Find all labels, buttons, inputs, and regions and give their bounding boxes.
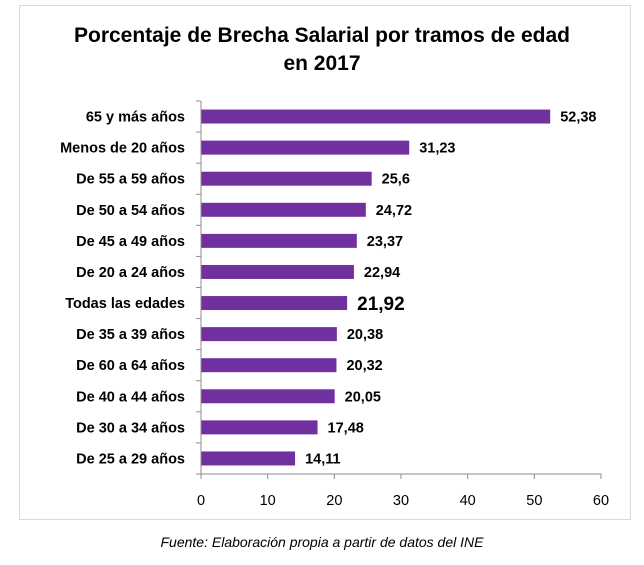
value-label: 23,37 xyxy=(367,234,403,250)
bar xyxy=(201,296,348,311)
bar xyxy=(201,358,337,373)
x-tick-label: 20 xyxy=(326,493,342,509)
value-label: 31,23 xyxy=(419,141,455,157)
value-label: 21,92 xyxy=(357,294,405,315)
x-tick-label: 0 xyxy=(197,493,205,509)
bar xyxy=(201,420,318,435)
value-label: 24,72 xyxy=(376,203,412,219)
bar xyxy=(201,202,366,217)
x-tick-label: 10 xyxy=(260,493,276,509)
category-label: De 20 a 24 años xyxy=(76,265,185,281)
value-label: 20,32 xyxy=(346,358,382,374)
value-label: 20,38 xyxy=(347,327,383,343)
category-label: Todas las edades xyxy=(65,296,185,312)
x-tick-label: 60 xyxy=(593,493,609,509)
value-label: 52,38 xyxy=(560,110,596,126)
category-label: De 45 a 49 años xyxy=(76,234,185,250)
bar xyxy=(201,327,337,342)
value-label: 20,05 xyxy=(345,389,381,405)
source-note: Fuente: Elaboración propia a partir de d… xyxy=(160,534,484,550)
bar xyxy=(201,451,296,466)
category-label: De 55 a 59 años xyxy=(76,172,185,188)
category-label: De 25 a 29 años xyxy=(76,451,185,467)
category-label: 65 y más años xyxy=(86,110,185,126)
x-tick-label: 30 xyxy=(393,493,409,509)
bar xyxy=(201,140,410,155)
chart-title-line2: en 2017 xyxy=(283,52,361,75)
chart-title-line1: Porcentaje de Brecha Salarial por tramos… xyxy=(73,24,571,47)
bar xyxy=(201,389,335,404)
bar xyxy=(201,109,551,124)
x-tick-label: 50 xyxy=(526,493,542,509)
category-label: De 40 a 44 años xyxy=(76,389,185,405)
value-label: 22,94 xyxy=(364,265,400,281)
bar xyxy=(201,233,357,248)
value-label: 14,11 xyxy=(305,451,341,467)
category-label: Menos de 20 años xyxy=(60,141,185,157)
bar xyxy=(201,171,372,186)
chart-title: Porcentaje de Brecha Salarial por tramos… xyxy=(0,22,644,78)
category-label: De 50 a 54 años xyxy=(76,203,185,219)
chart-frame xyxy=(19,5,631,520)
category-label: De 30 a 34 años xyxy=(76,420,185,436)
x-tick-label: 40 xyxy=(460,493,476,509)
category-label: De 35 a 39 años xyxy=(76,327,185,343)
value-label: 25,6 xyxy=(382,172,410,188)
bar xyxy=(201,264,354,279)
value-label: 17,48 xyxy=(328,420,364,436)
category-label: De 60 a 64 años xyxy=(76,358,185,374)
